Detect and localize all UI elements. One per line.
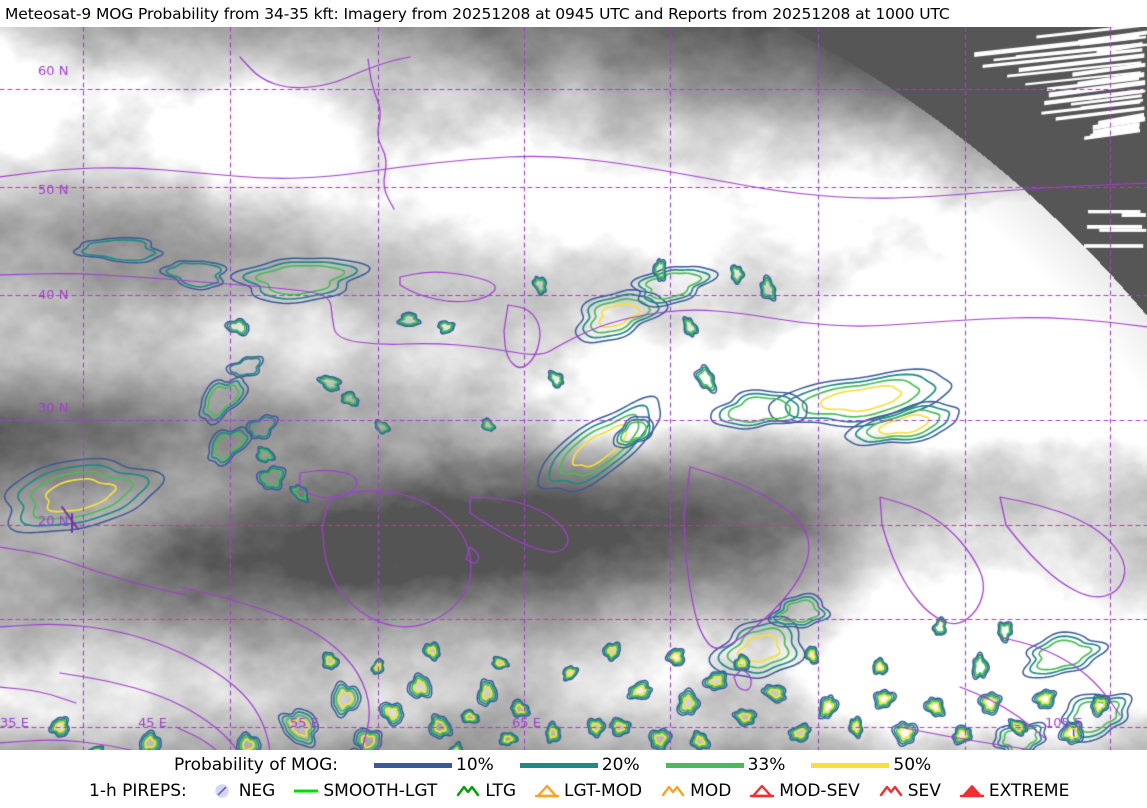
sev-icon	[878, 782, 904, 800]
pirep-extreme-label: EXTREME	[988, 781, 1070, 801]
pirep-ltg-label: LTG	[485, 781, 517, 801]
prob-50-label: 50%	[893, 755, 932, 775]
legend-row-probability: Probability of MOG: 10% 20% 33% 50%	[0, 752, 1147, 778]
legend-item-prob-50: 50%	[811, 755, 931, 775]
pirep-mod-label: MOD	[690, 781, 732, 801]
smooth-lgt-icon	[293, 782, 319, 800]
legend-item-pirep-extreme: EXTREME	[959, 781, 1069, 801]
legend-item-pirep-lgt-mod: LGT-MOD	[534, 781, 642, 801]
legend-item-pirep-mod-sev: MOD-SEV	[749, 781, 860, 801]
pirep-smooth-lgt-label: SMOOTH-LGT	[323, 781, 438, 801]
prob-10-swatch	[374, 762, 453, 768]
satellite-image-canvas[interactable]	[0, 27, 1147, 750]
legend-item-pirep-mod: MOD	[660, 781, 731, 801]
legend-panel: Probability of MOG: 10% 20% 33% 50% 1-h …	[0, 750, 1147, 808]
legend-item-pirep-neg: NEG	[209, 781, 276, 801]
lgt-mod-icon	[534, 782, 560, 800]
title-bar: Meteosat-9 MOG Probability from 34-35 kf…	[0, 0, 1147, 27]
page-title: Meteosat-9 MOG Probability from 34-35 kf…	[5, 4, 950, 23]
neg-icon	[209, 782, 235, 800]
prob-50-swatch	[811, 762, 890, 768]
ltg-icon	[455, 782, 481, 800]
mod-icon	[660, 782, 686, 800]
legend-probability-label: Probability of MOG:	[174, 755, 339, 775]
prob-20-swatch	[519, 762, 598, 768]
prob-10-label: 10%	[456, 755, 494, 775]
mod-sev-icon	[749, 782, 775, 800]
legend-item-pirep-smooth-lgt: SMOOTH-LGT	[293, 781, 437, 801]
legend-item-pirep-ltg: LTG	[455, 781, 516, 801]
pirep-neg-label: NEG	[238, 781, 276, 801]
legend-pireps-label: 1-h PIREPS:	[89, 781, 187, 801]
legend-item-prob-10: 10%	[374, 755, 494, 775]
legend-item-prob-33: 33%	[665, 755, 786, 775]
pirep-mod-sev-label: MOD-SEV	[779, 781, 860, 801]
legend-item-pirep-sev: SEV	[878, 781, 941, 801]
prob-33-swatch	[665, 762, 744, 768]
extreme-icon	[959, 782, 985, 800]
prob-33-label: 33%	[747, 755, 786, 775]
legend-item-prob-20: 20%	[519, 755, 640, 775]
satellite-map[interactable]	[0, 27, 1147, 750]
prob-20-label: 20%	[601, 755, 640, 775]
pirep-sev-label: SEV	[907, 781, 941, 801]
legend-row-pireps: 1-h PIREPS: NEG SMOOTH-LGT LTG LGT-MOD M…	[0, 778, 1147, 804]
pirep-lgt-mod-label: LGT-MOD	[564, 781, 643, 801]
